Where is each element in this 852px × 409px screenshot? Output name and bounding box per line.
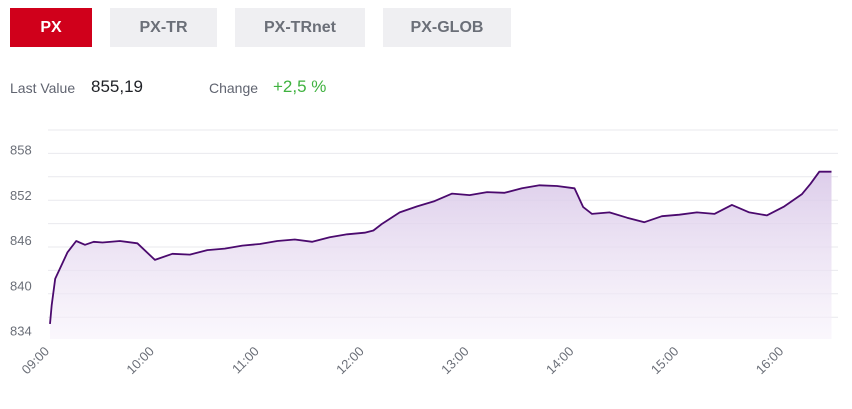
- last-value-label: Last Value: [10, 80, 76, 96]
- price-chart: 834 840 846 852 858 09:00 10:00 11:00 12:00 13:0…: [10, 129, 838, 378]
- area-layer: [50, 171, 832, 339]
- series-area: [50, 171, 832, 339]
- x-tick-label: 15:00: [648, 344, 682, 378]
- series-line: [49, 170, 832, 324]
- quote-stats: Last Value 855,19 Change +2,5 %: [0, 70, 852, 104]
- change-label: Change: [209, 80, 259, 96]
- x-tick-label: 10:00: [123, 344, 157, 378]
- y-tick-label: 840: [10, 278, 32, 293]
- change-value: +2,5 %: [273, 77, 327, 96]
- y-tick-label: 852: [10, 188, 32, 203]
- index-tab-bar: PX PX-TR PX-TRnet PX-GLOB: [0, 0, 852, 60]
- line-layer: [49, 170, 832, 324]
- tab-px-trnet[interactable]: PX-TRnet: [235, 8, 365, 47]
- y-tick-label: 858: [10, 143, 32, 158]
- x-tick-label: 11:00: [229, 344, 262, 377]
- y-tick-label: 846: [10, 233, 32, 248]
- tab-px-tr[interactable]: PX-TR: [110, 8, 217, 47]
- tab-px[interactable]: PX: [10, 8, 92, 47]
- x-axis-ticks: 09:00 10:00 11:00 12:00 13:00 14:00 15:00 16:00: [19, 344, 787, 378]
- y-axis-ticks: 834 840 846 852 858: [10, 143, 32, 339]
- x-tick-label: 16:00: [753, 344, 787, 378]
- x-tick-label: 13:00: [438, 344, 472, 378]
- x-tick-label: 09:00: [19, 344, 53, 378]
- y-tick-label: 834: [10, 323, 32, 338]
- x-tick-label: 14:00: [543, 344, 577, 378]
- x-tick-label: 12:00: [333, 344, 367, 378]
- last-value: 855,19: [91, 77, 143, 96]
- tab-px-glob[interactable]: PX-GLOB: [383, 8, 511, 47]
